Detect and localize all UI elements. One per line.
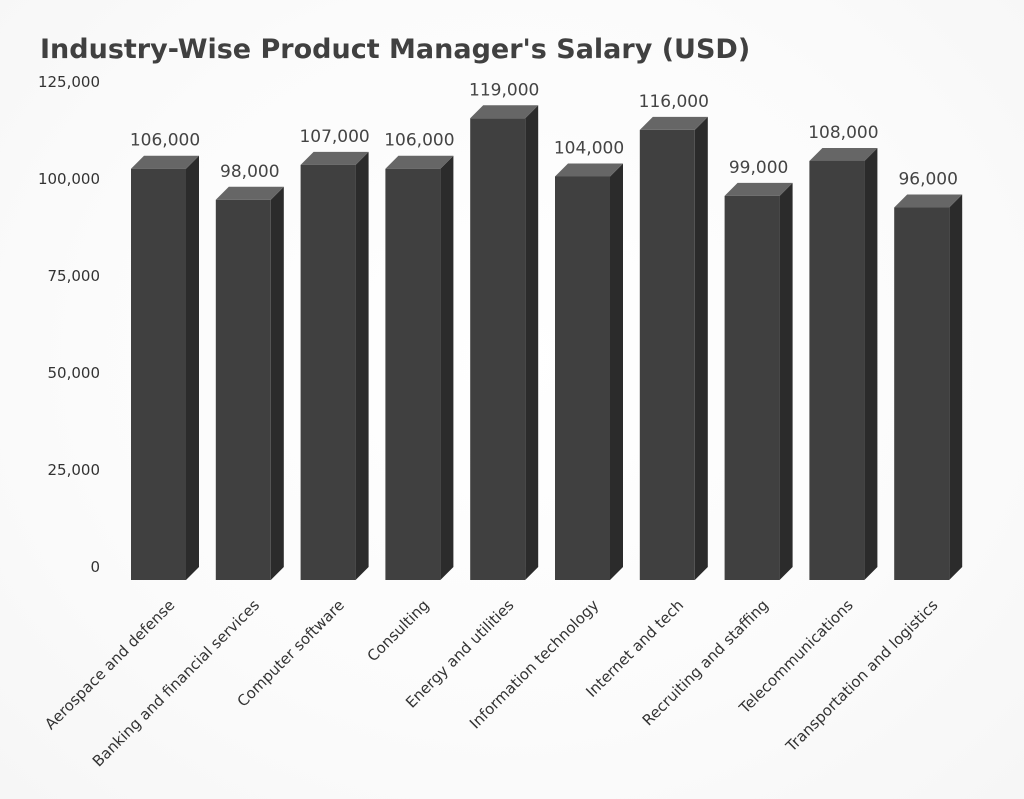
bar-side-face [864, 147, 878, 580]
bar-front-face [300, 164, 356, 580]
data-label: 107,000 [299, 127, 369, 147]
data-label: 119,000 [469, 80, 539, 100]
data-label: 104,000 [554, 138, 624, 158]
data-label: 99,000 [729, 158, 788, 178]
bar-front-face [470, 118, 526, 580]
y-tick-label: 25,000 [48, 461, 101, 479]
bar-side-face [610, 163, 623, 581]
bar-series [131, 105, 963, 581]
y-tick-label: 50,000 [48, 364, 101, 382]
y-tick-label: 75,000 [48, 267, 101, 285]
data-label: 106,000 [130, 131, 200, 151]
bar-front-face [215, 199, 271, 580]
bar-side-face [440, 155, 454, 580]
bar-front-face [809, 160, 865, 580]
bar-side-face [186, 155, 199, 580]
x-tick-label: Banking and financial services [89, 596, 263, 770]
bar-front-face [555, 176, 610, 581]
x-tick-label: Transportation and logistics [782, 596, 942, 756]
y-tick-label: 0 [90, 558, 100, 576]
bar [470, 105, 539, 580]
bar-side-face [355, 151, 369, 580]
bar-side-face [270, 186, 284, 580]
bar-top-face [639, 116, 708, 130]
bar-top-face [470, 105, 539, 119]
bar-front-face [894, 207, 950, 580]
data-labels: 106,000 98,000 107,000 106,000 119,000 104,00… [130, 80, 958, 189]
bar-top-face [555, 163, 623, 177]
bar-top-face [894, 194, 963, 208]
bar-front-face [724, 195, 780, 580]
bar-top-face [724, 182, 793, 196]
bar-side-face [525, 105, 539, 580]
y-axis: 0 25,000 50,000 75,000 100,000 125,000 [38, 73, 100, 576]
bar-front-face [639, 129, 695, 581]
bar-top-face [300, 151, 369, 165]
bar-top-face [385, 155, 454, 169]
bar-side-face [779, 182, 793, 580]
bar [385, 155, 454, 580]
bar-side-face [694, 116, 708, 581]
bar-top-face [215, 186, 284, 200]
data-label: 96,000 [898, 170, 957, 190]
bar [131, 155, 199, 580]
chart-title: Industry-Wise Product Manager's Salary (… [40, 34, 751, 65]
data-label: 116,000 [639, 92, 709, 112]
bar [555, 163, 623, 581]
bar-top-face [131, 155, 199, 169]
x-tick-label: Consulting [364, 596, 433, 665]
y-tick-label: 100,000 [38, 170, 100, 188]
data-label: 106,000 [384, 131, 454, 151]
bar [894, 194, 963, 580]
y-tick-label: 125,000 [38, 73, 100, 91]
bar-front-face [131, 168, 186, 580]
bar [724, 182, 793, 580]
data-label: 98,000 [220, 162, 279, 182]
bar-front-face [385, 168, 441, 580]
bar [215, 186, 284, 580]
bar [639, 116, 708, 581]
data-label: 108,000 [808, 123, 878, 143]
bar-top-face [809, 147, 878, 161]
bar-side-face [949, 194, 963, 580]
bar [809, 147, 878, 580]
bar [300, 151, 369, 580]
